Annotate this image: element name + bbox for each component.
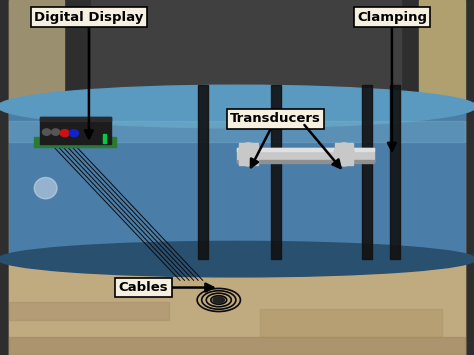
Bar (9, 337, 465, 355)
Bar (9, 106, 465, 259)
Bar (91, 0, 401, 220)
Ellipse shape (0, 241, 474, 277)
Bar (239, 143, 257, 165)
Bar (260, 309, 442, 337)
Circle shape (43, 129, 51, 135)
Bar (9, 0, 64, 355)
Text: Cables: Cables (119, 281, 213, 294)
Ellipse shape (34, 178, 57, 199)
Bar (9, 256, 465, 355)
Text: Digital Display: Digital Display (34, 11, 144, 138)
Bar (198, 85, 208, 259)
Circle shape (60, 130, 69, 137)
Bar (419, 0, 465, 355)
Text: Clamping: Clamping (357, 11, 427, 151)
Ellipse shape (238, 143, 259, 166)
Bar (9, 121, 465, 142)
Bar (40, 117, 111, 144)
Text: Transducers: Transducers (230, 113, 321, 167)
Ellipse shape (334, 143, 355, 166)
Bar (362, 85, 372, 259)
Bar (40, 117, 111, 121)
Bar (34, 137, 116, 147)
Bar (9, 302, 169, 320)
Bar (102, 134, 106, 143)
Circle shape (69, 130, 78, 137)
Bar (335, 143, 353, 165)
Bar (271, 85, 281, 259)
Bar (237, 148, 374, 151)
Bar (55, 0, 428, 220)
Ellipse shape (213, 297, 225, 303)
Bar (237, 148, 374, 162)
Bar (237, 160, 374, 163)
Ellipse shape (0, 85, 474, 128)
Bar (390, 85, 400, 259)
Bar (9, 0, 64, 160)
Circle shape (52, 129, 60, 135)
